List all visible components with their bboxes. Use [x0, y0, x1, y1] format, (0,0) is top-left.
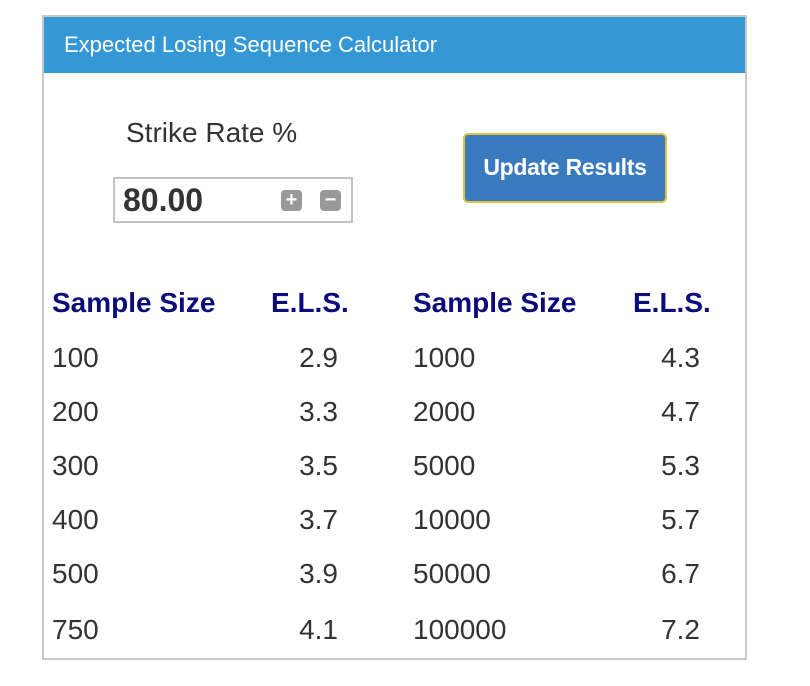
- plus-icon[interactable]: +: [281, 190, 302, 211]
- table-cell-els: 3.3: [299, 396, 338, 427]
- table-cell-sample-size: 750: [52, 614, 99, 645]
- column-header-els: E.L.S.: [271, 287, 349, 318]
- table-cell-sample-size: 2000: [413, 396, 476, 427]
- column-header-sample-size: Sample Size: [413, 287, 577, 318]
- table-cell-els: 2.9: [299, 342, 338, 373]
- column-header-sample-size: Sample Size: [52, 287, 216, 318]
- column-header-els: E.L.S.: [633, 287, 711, 318]
- table-cell-sample-size: 300: [52, 450, 99, 481]
- table-cell-sample-size: 200: [52, 396, 99, 427]
- table-cell-els: 4.1: [299, 614, 338, 645]
- strike-rate-label: Strike Rate %: [126, 117, 298, 148]
- table-cell-sample-size: 500: [52, 558, 99, 589]
- table-cell-els: 6.7: [661, 558, 700, 589]
- table-cell-sample-size: 10000: [413, 504, 491, 535]
- table-cell-els: 3.7: [299, 504, 338, 535]
- strike-rate-input[interactable]: 80.00 + −: [113, 177, 353, 223]
- table-cell-els: 7.2: [661, 614, 700, 645]
- minus-icon[interactable]: −: [320, 190, 341, 211]
- table-cell-els: 3.9: [299, 558, 338, 589]
- table-cell-els: 3.5: [299, 450, 338, 481]
- table-cell-sample-size: 1000: [413, 342, 476, 373]
- table-cell-sample-size: 50000: [413, 558, 491, 589]
- table-cell-sample-size: 5000: [413, 450, 476, 481]
- table-cell-sample-size: 100: [52, 342, 99, 373]
- table-cell-els: 4.3: [661, 342, 700, 373]
- table-cell-els: 5.3: [661, 450, 700, 481]
- strike-rate-value[interactable]: 80.00: [123, 182, 204, 218]
- update-results-button[interactable]: Update Results: [463, 133, 667, 203]
- table-cell-els: 5.7: [661, 504, 700, 535]
- table-cell-sample-size: 400: [52, 504, 99, 535]
- calculator-panel: Expected Losing Sequence Calculator Stri…: [42, 15, 747, 660]
- table-cell-sample-size: 100000: [413, 614, 507, 645]
- panel-title: Expected Losing Sequence Calculator: [44, 17, 745, 73]
- table-cell-els: 4.7: [661, 396, 700, 427]
